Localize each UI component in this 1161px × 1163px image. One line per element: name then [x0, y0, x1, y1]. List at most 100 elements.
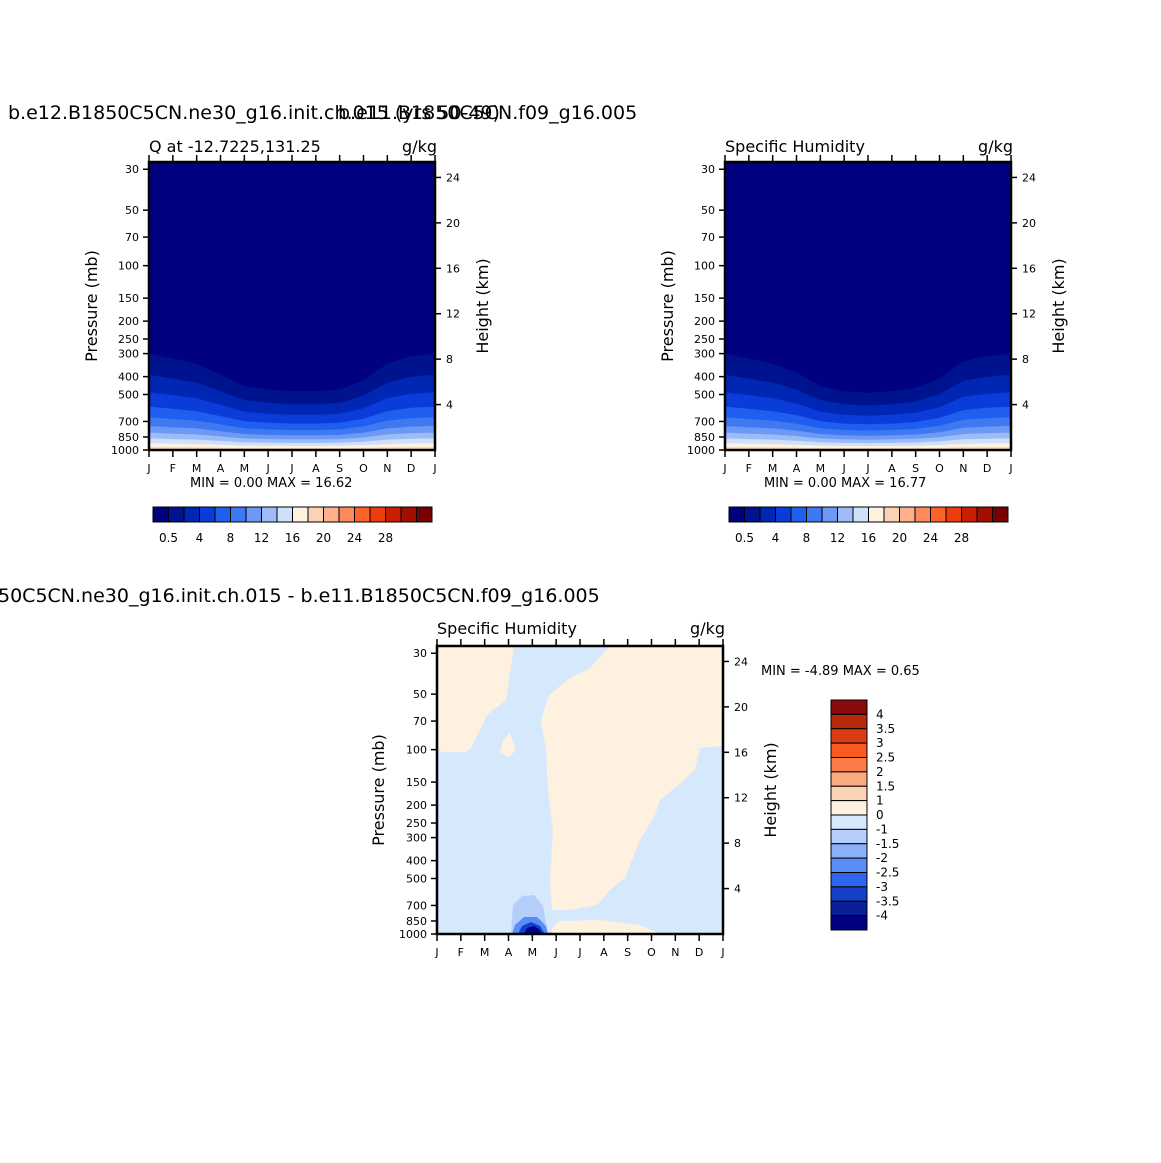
diff-colorbar-label: -3	[876, 880, 888, 894]
month-tick-label: N	[383, 462, 391, 475]
bottom-minmax: MIN = -4.89 MAX = 0.65	[761, 664, 920, 679]
diff-colorbar-label: 3	[876, 736, 884, 750]
diff-colorbar-swatch	[830, 872, 868, 888]
month-tick-label: A	[793, 462, 801, 475]
pressure-tick-label: 500	[406, 873, 427, 886]
colorbar-swatch	[992, 506, 1009, 523]
bottom-panel: Specific Humidity g/kg MIN = -4.89 MAX =…	[435, 619, 920, 936]
diff-colorbar-label: -2.5	[876, 866, 899, 880]
month-tick-label: J	[432, 462, 436, 475]
pressure-tick-label: 300	[406, 832, 427, 845]
pressure-tick-label: 150	[118, 292, 139, 305]
diff-colorbar-label: 1	[876, 794, 884, 808]
colorbar-label: 20	[316, 531, 331, 545]
pressure-tick-label: 50	[125, 204, 139, 217]
bottom-units: g/kg	[690, 619, 725, 638]
colorbar-swatch	[307, 506, 324, 523]
top-left-case-title: b.e12.B1850C5CN.ne30_g16.init.ch.015 (yr…	[8, 102, 500, 124]
height-tick-label: 12	[734, 792, 748, 805]
diff-colorbar-label: 0	[876, 808, 884, 822]
month-tick-label: J	[434, 946, 438, 959]
colorbar-swatch	[744, 506, 761, 523]
height-tick-label: 8	[1022, 353, 1029, 366]
diff-colorbar-label: 4	[876, 707, 884, 721]
diff-colorbar-swatch	[830, 713, 868, 730]
height-tick-label: 24	[1022, 171, 1036, 184]
bottom-y2label: Height (km)	[761, 742, 780, 837]
pressure-tick-label: 850	[406, 915, 427, 928]
colorbar-swatch	[168, 506, 185, 523]
top-left-ylabel: Pressure (mb)	[82, 250, 101, 362]
colorbar-swatch	[400, 506, 417, 523]
pressure-tick-label: 850	[118, 431, 139, 444]
diff-colorbar-label: 3.5	[876, 722, 895, 736]
height-tick-label: 8	[734, 837, 741, 850]
diff-colorbar-label: -2	[876, 851, 888, 865]
colorbar-swatch	[759, 506, 776, 523]
month-tick-label: J	[266, 462, 270, 475]
height-tick-label: 4	[1022, 399, 1029, 412]
diff-colorbar-label: -1.5	[876, 837, 899, 851]
month-tick-label: J	[720, 946, 724, 959]
diff-colorbar-swatch	[830, 785, 868, 802]
pressure-tick-label: 70	[125, 231, 139, 244]
pressure-tick-label: 50	[701, 204, 715, 217]
month-tick-label: A	[505, 946, 513, 959]
pressure-tick-label: 1000	[687, 444, 715, 457]
month-tick-label: J	[577, 946, 581, 959]
colorbar-swatch	[245, 506, 262, 523]
diff-colorbar-swatch	[830, 828, 868, 845]
pressure-tick-label: 500	[694, 389, 715, 402]
pressure-tick-label: 150	[694, 292, 715, 305]
month-tick-label: N	[959, 462, 967, 475]
month-tick-label: O	[935, 462, 944, 475]
colorbar-swatch	[338, 506, 355, 523]
top-right-subtitle: Specific Humidity	[725, 137, 865, 156]
month-tick-label: J	[865, 462, 869, 475]
month-tick-label: N	[671, 946, 679, 959]
colorbar-label: 12	[830, 531, 845, 545]
pressure-tick-label: 70	[701, 231, 715, 244]
colorbar-swatch	[728, 506, 745, 523]
month-tick-label: J	[289, 462, 293, 475]
positive-region-upper-left	[500, 733, 516, 757]
month-tick-label: S	[336, 462, 343, 475]
pressure-tick-label: 100	[118, 260, 139, 273]
height-tick-label: 4	[734, 883, 741, 896]
colorbar-label: 20	[892, 531, 907, 545]
colorbar-swatch	[945, 506, 962, 523]
diff-colorbar-swatch	[830, 915, 868, 931]
colorbar-label: 12	[254, 531, 269, 545]
colorbar-swatch	[416, 506, 433, 523]
month-tick-label: M	[240, 462, 250, 475]
diff-colorbar-label: 1.5	[876, 779, 895, 793]
colorbar-swatch	[775, 506, 792, 523]
pressure-tick-label: 50	[413, 688, 427, 701]
positive-region-lower	[552, 920, 660, 934]
pressure-tick-label: 100	[406, 744, 427, 757]
month-tick-label: A	[888, 462, 896, 475]
height-tick-label: 24	[446, 171, 460, 184]
pressure-tick-label: 1000	[111, 444, 139, 457]
top-right-case-title: b.e11.B1850C5CN.f09_g16.005	[338, 102, 637, 124]
month-tick-label: O	[647, 946, 656, 959]
colorbar-swatch	[323, 506, 340, 523]
top-right-ylabel: Pressure (mb)	[658, 250, 677, 362]
colorbar-swatch	[261, 506, 278, 523]
diff-colorbar-label: -1	[876, 822, 888, 836]
colorbar-label: 8	[227, 531, 235, 545]
top-right-minmax: MIN = 0.00 MAX = 16.77	[764, 476, 926, 491]
axis-ticks: 3050701001502002503004005007008501000242…	[111, 155, 1036, 959]
bottom-case-title: 50C5CN.ne30_g16.init.ch.015 - b.e11.B185…	[0, 585, 600, 607]
month-tick-label: D	[983, 462, 991, 475]
bottom-contours	[437, 646, 723, 934]
month-tick-label: A	[600, 946, 608, 959]
top-left-y2label: Height (km)	[473, 258, 492, 353]
pressure-tick-label: 850	[694, 431, 715, 444]
height-tick-label: 24	[734, 655, 748, 668]
diff-colorbar-label: 2.5	[876, 751, 895, 765]
colorbar-swatch	[914, 506, 931, 523]
month-tick-label: M	[480, 946, 490, 959]
diff-colorbar-swatch	[830, 800, 868, 816]
